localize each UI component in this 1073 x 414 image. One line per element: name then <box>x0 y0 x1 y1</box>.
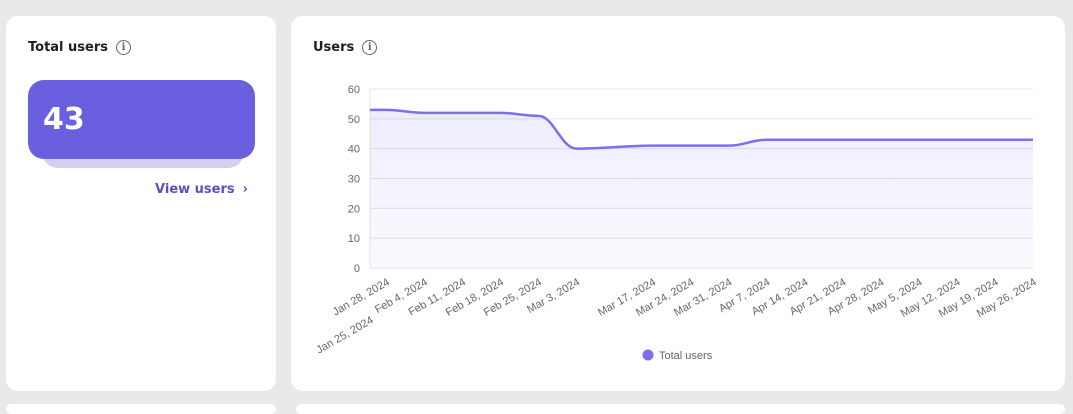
card-title: Users i <box>313 40 378 55</box>
next-card <box>296 404 1065 414</box>
series-line <box>370 108 1033 150</box>
y-tick-label: 60 <box>348 84 360 96</box>
y-tick-label: 20 <box>348 203 360 215</box>
legend-marker <box>642 349 654 361</box>
y-tick-label: 0 <box>354 263 360 275</box>
y-tick-label: 50 <box>348 114 360 126</box>
series-area <box>370 109 1033 268</box>
y-tick-label: 40 <box>348 144 360 156</box>
view-users-label: View users <box>155 182 235 197</box>
x-tick-label: Jan 25, 2024 <box>314 314 375 356</box>
info-icon[interactable]: i <box>116 40 131 55</box>
y-tick-label: 10 <box>348 233 360 245</box>
legend-label: Total users <box>659 350 713 362</box>
y-tick-label: 30 <box>348 174 360 186</box>
view-users-link[interactable]: View users › <box>155 182 248 197</box>
total-users-card: Total users i 43 View users › <box>6 16 276 391</box>
info-icon[interactable]: i <box>362 40 378 55</box>
users-chart-card: Users i 0 10 20 30 40 50 60 Jan 25, 2024 Jan 28,… <box>291 16 1065 391</box>
next-card <box>6 404 276 414</box>
chevron-right-icon: › <box>242 182 248 197</box>
title-text: Users <box>313 40 355 55</box>
title-text: Total users <box>28 40 108 55</box>
card-title: Total users i <box>28 40 131 55</box>
total-users-value: 43 <box>28 80 255 159</box>
